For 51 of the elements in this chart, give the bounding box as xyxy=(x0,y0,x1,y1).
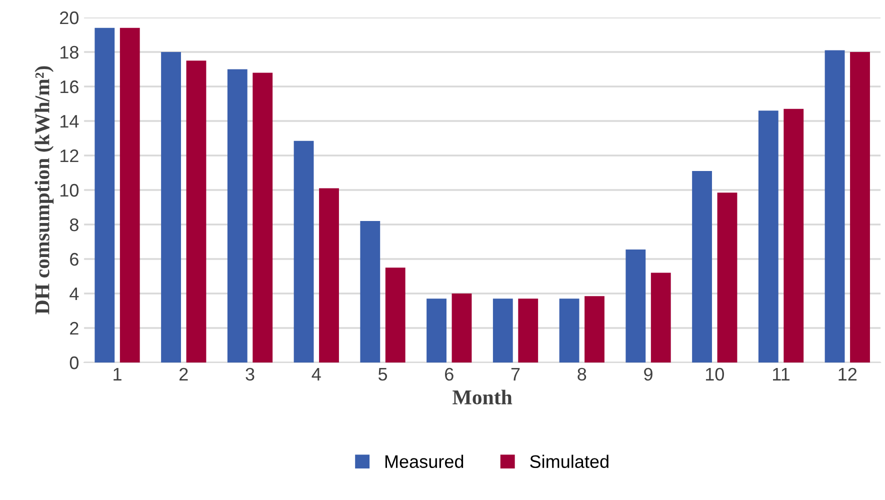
bar xyxy=(824,50,845,362)
x-tick-label: 2 xyxy=(180,368,188,380)
x-tick-label: 9 xyxy=(644,368,652,381)
y-tick-label: 2 xyxy=(70,322,78,335)
x-tick-label: 1 xyxy=(114,368,122,380)
x-axis-title: Month xyxy=(452,390,512,404)
bar xyxy=(385,268,406,362)
bar xyxy=(294,140,314,362)
bar xyxy=(850,52,870,362)
bar xyxy=(452,294,472,362)
bar xyxy=(186,60,206,362)
bar xyxy=(252,72,273,362)
bar xyxy=(584,296,604,362)
bar xyxy=(161,52,181,362)
x-tick-label: 11 xyxy=(773,368,790,380)
bar xyxy=(120,28,140,362)
y-tick-label: 0 xyxy=(70,356,79,370)
y-tick-label: 8 xyxy=(70,218,78,232)
x-tick-label: 6 xyxy=(445,368,454,381)
x-tick-label: 12 xyxy=(838,368,857,380)
y-tick-label: 18 xyxy=(60,46,78,59)
bar xyxy=(559,298,580,362)
x-tick-label: 7 xyxy=(511,368,520,380)
y-tick-label: 14 xyxy=(60,115,79,128)
legend-label: Measured xyxy=(385,454,464,468)
bar xyxy=(426,298,446,362)
bar xyxy=(492,298,513,362)
y-tick-label: 12 xyxy=(60,149,78,162)
x-tick-label: 8 xyxy=(578,368,586,381)
bar xyxy=(94,28,115,362)
y-tick-label: 6 xyxy=(70,252,78,266)
y-axis-title: DH comsumption (kWh/m²) xyxy=(34,66,54,314)
x-tick-label: 4 xyxy=(312,368,321,380)
y-tick-label: 10 xyxy=(60,184,79,197)
x-tick-label: 3 xyxy=(246,368,254,381)
bar xyxy=(758,110,778,362)
bar xyxy=(360,221,380,362)
x-tick-label: 10 xyxy=(706,368,724,381)
bar xyxy=(717,192,738,362)
y-tick-label: 4 xyxy=(70,288,79,300)
bar xyxy=(319,188,339,362)
bar xyxy=(784,108,804,362)
bar xyxy=(626,250,646,362)
y-tick-label: 20 xyxy=(60,11,79,24)
x-tick-label: 5 xyxy=(378,368,388,381)
bar xyxy=(692,171,712,362)
bar xyxy=(518,298,538,362)
legend-label: Simulated xyxy=(530,454,608,468)
bar xyxy=(650,272,671,362)
y-tick-label: 16 xyxy=(60,80,78,94)
bar xyxy=(227,69,248,362)
